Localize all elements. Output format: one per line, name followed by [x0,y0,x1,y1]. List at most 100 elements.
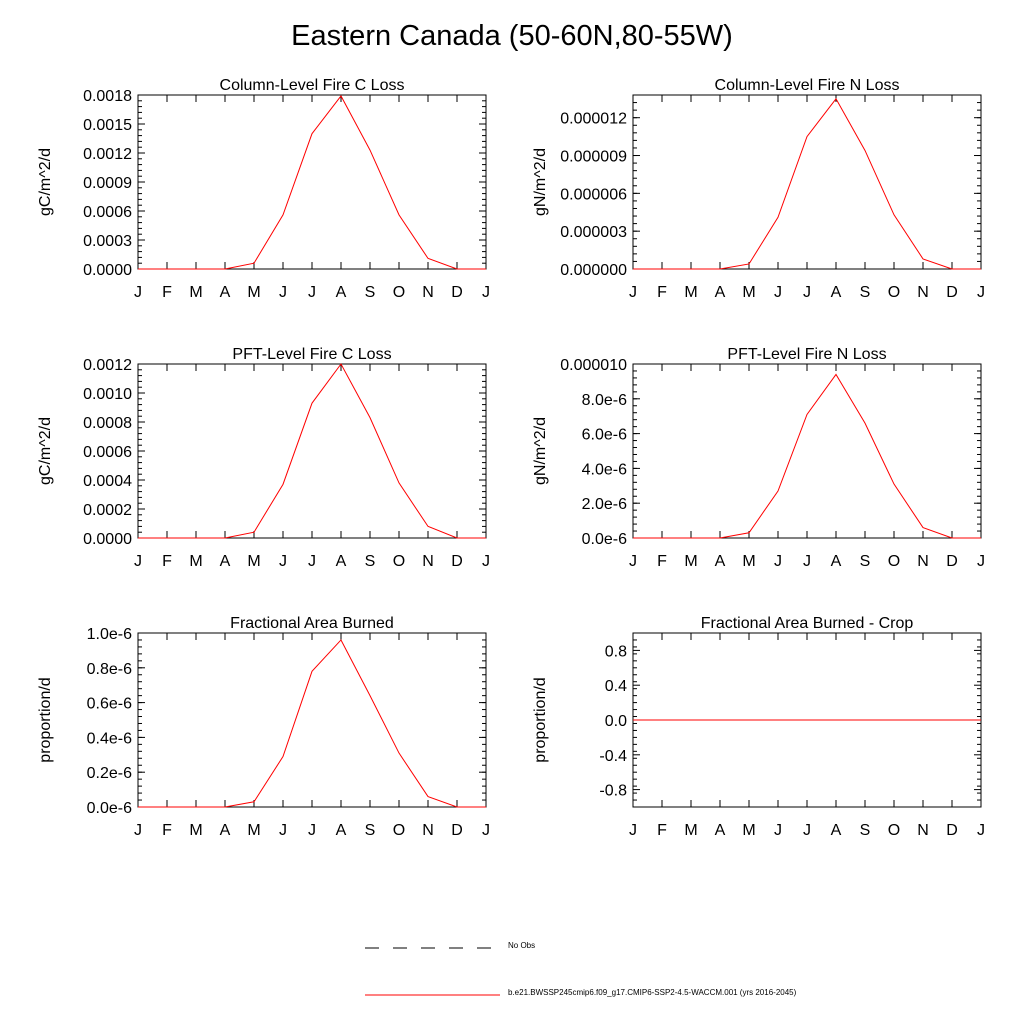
x-tick-label: J [803,822,811,839]
x-tick-label: D [946,553,958,570]
x-tick-label: J [308,822,316,839]
x-tick-label: S [860,822,871,839]
series-line [138,363,486,539]
x-tick-label: N [422,284,434,301]
y-tick-label: 0.0018 [83,88,132,105]
x-tick-label: A [831,822,842,839]
x-tick-label: D [946,822,958,839]
y-axis-label: gN/m^2/d [532,148,549,216]
x-tick-label: O [393,284,405,301]
x-tick-label: A [336,284,347,301]
x-tick-label: F [162,553,172,570]
x-tick-label: J [308,284,316,301]
x-tick-label: J [482,822,490,839]
x-tick-label: M [189,284,202,301]
x-tick-label: F [657,553,667,570]
chart-fractional-area-burned-crop: Fractional Area Burned - Crop proportion/… [532,615,985,839]
legend-model: b.e21.BWSSP245cmip6.f09_g17.CMIP6-SSP2-4… [360,985,860,1005]
x-tick-label: S [365,553,376,570]
x-tick-label: J [279,553,287,570]
x-tick-label: S [365,284,376,301]
y-tick-label: 2.0e-6 [582,496,627,513]
x-tick-label: J [482,553,490,570]
x-tick-label: N [422,822,434,839]
x-tick-label: J [977,553,985,570]
y-tick-label: 0.2e-6 [87,765,132,782]
x-tick-label: J [977,284,985,301]
legend-model-label: b.e21.BWSSP245cmip6.f09_g17.CMIP6-SSP2-4… [508,988,797,997]
x-tick-label: J [279,284,287,301]
y-tick-label: 0.0000 [83,262,132,279]
y-tick-label: 0.000000 [560,262,627,279]
x-tick-label: M [742,284,755,301]
x-tick-label: A [715,284,726,301]
x-tick-label: J [482,284,490,301]
x-tick-label: S [860,284,871,301]
panel-column-fire-c-loss: Column-Level Fire C Loss gC/m^2/d J F M A M J J A… [0,70,500,330]
y-tick-label: 8.0e-6 [582,392,627,409]
y-tick-label: 0.4 [605,678,627,695]
series-line [633,97,981,270]
y-tick-label: 0.0012 [83,357,132,374]
y-tick-label: 0.0e-6 [582,531,627,548]
panel-column-fire-n-loss: Column-Level Fire N Loss gN/m^2/d J F M A M J J A… [495,70,995,330]
y-tick-label: -0.8 [599,783,627,800]
x-tick-label: M [742,822,755,839]
legend-obs-label: No Obs [508,941,536,950]
y-tick-label: 0.0002 [83,502,132,519]
legend-model-line [365,994,500,996]
chart-title: Column-Level Fire N Loss [715,77,900,94]
y-tick-label: 6.0e-6 [582,427,627,444]
x-tick-label: J [774,822,782,839]
y-tick-label: 0.0 [605,713,627,730]
y-tick-label: 0.0006 [83,444,132,461]
y-axis-label: gN/m^2/d [532,417,549,485]
panel-pft-fire-c-loss: PFT-Level Fire C Loss gC/m^2/d J F M A M J J A S O N… [0,339,500,599]
y-tick-label: 0.0006 [83,204,132,221]
y-tick-label: -0.4 [599,748,627,765]
y-tick-label: 0.0009 [83,175,132,192]
x-tick-label: M [742,553,755,570]
panel-fractional-area-burned: Fractional Area Burned proportion/d J F M A M J… [0,607,500,867]
y-tick-label: 4.0e-6 [582,461,627,478]
x-tick-label: D [451,822,463,839]
y-tick-label: 0.0000 [83,531,132,548]
x-tick-label: O [888,284,900,301]
series-line [138,95,486,270]
x-tick-label: M [247,284,260,301]
x-tick-label: A [220,284,231,301]
x-tick-label: J [774,553,782,570]
chart-title: PFT-Level Fire C Loss [232,346,391,363]
x-tick-label: J [774,284,782,301]
x-tick-label: A [336,822,347,839]
y-tick-label: 0.0008 [83,415,132,432]
x-tick-label: S [365,822,376,839]
legend-obs-line [365,947,500,949]
x-tick-label: F [657,284,667,301]
x-tick-label: A [220,822,231,839]
x-tick-label: F [162,822,172,839]
y-tick-label: 0.0015 [83,117,132,134]
x-tick-label: A [715,822,726,839]
x-tick-label: O [888,822,900,839]
x-tick-label: J [629,822,637,839]
y-tick-label: 0.8e-6 [87,661,132,678]
x-tick-label: M [247,553,260,570]
series-line [138,639,486,808]
x-tick-label: A [831,284,842,301]
x-tick-label: D [451,553,463,570]
x-tick-label: J [134,822,142,839]
x-tick-label: F [162,284,172,301]
y-tick-label: 0.0003 [83,233,132,250]
x-tick-label: N [917,822,929,839]
chart-title: Column-Level Fire C Loss [220,77,405,94]
x-tick-label: N [422,553,434,570]
x-tick-label: M [189,822,202,839]
plot-frame [137,94,487,270]
chart-title: Fractional Area Burned - Crop [701,615,914,632]
plot-frame [137,363,487,539]
chart-title: Fractional Area Burned [230,615,394,632]
